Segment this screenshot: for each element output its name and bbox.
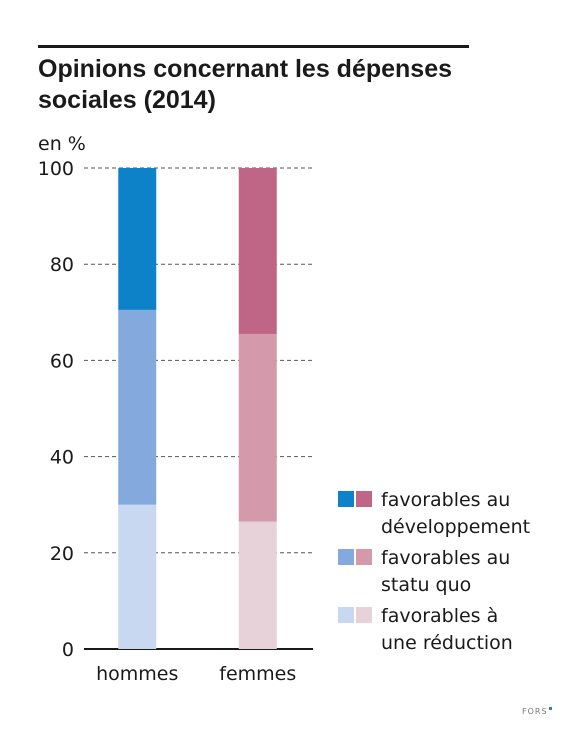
bar-segment-femmes-1 [238, 333, 277, 522]
logo-dot-icon [548, 707, 552, 710]
y-tick-label: 80 [50, 254, 74, 276]
bar-segment-hommes-0 [118, 504, 157, 649]
legend-item-statu-quo: favorables au statu quo [338, 545, 568, 601]
y-tick-label: 40 [50, 447, 74, 469]
fors-logo-text: FORS [522, 707, 548, 716]
y-tick-label: 100 [38, 158, 74, 180]
legend-swatch-femmes [356, 607, 372, 623]
y-tick-label: 20 [50, 543, 74, 565]
chart-title: Opinions concernant les dépenses sociale… [38, 55, 453, 114]
legend-swatch-femmes [356, 549, 372, 565]
legend-swatch-femmes [356, 491, 372, 507]
legend-swatch-hommes [338, 607, 354, 623]
bar-segment-hommes-2 [118, 168, 157, 310]
legend-swatch-hommes [338, 491, 354, 507]
bar-segment-femmes-2 [238, 168, 277, 334]
legend-label: favorables au statu quo [381, 547, 511, 596]
y-axis-unit-label: en % [38, 133, 86, 155]
fors-logo: FORS [522, 707, 552, 716]
x-category-label: hommes [96, 663, 178, 685]
bar-segment-femmes-0 [238, 521, 277, 649]
bar-segment-hommes-1 [118, 309, 157, 505]
y-tick-label: 0 [62, 639, 74, 661]
legend-item-reduction: favorables à une réduction [338, 603, 568, 659]
legend-item-developpement: favorables au développement [338, 487, 568, 543]
x-category-label: femmes [219, 663, 296, 685]
legend-label: favorables à une réduction [381, 605, 513, 654]
legend: favorables au développement favorables au… [338, 487, 568, 661]
title-rule [38, 45, 469, 48]
legend-label: favorables au développement [381, 489, 531, 538]
legend-swatch-hommes [338, 549, 354, 565]
y-tick-label: 60 [50, 350, 74, 372]
